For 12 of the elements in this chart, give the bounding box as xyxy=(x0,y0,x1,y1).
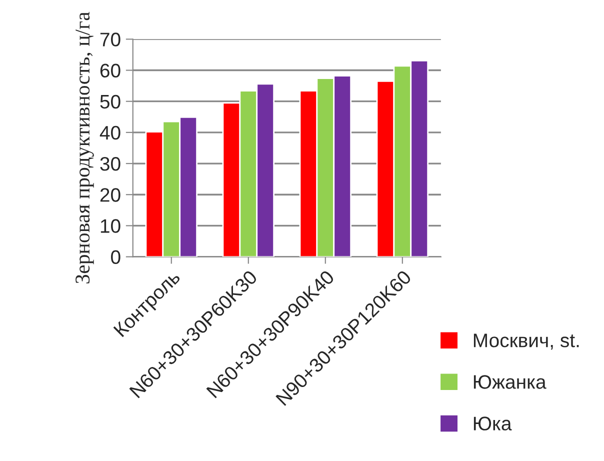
y-tick-label: 60 xyxy=(100,64,120,78)
y-tick-label: 20 xyxy=(100,188,120,202)
y-tick-label: 40 xyxy=(100,126,120,140)
y-tick-label: 30 xyxy=(100,156,120,171)
legend-label: Юка xyxy=(474,416,512,430)
y-axis-title: Зерновая продуктивность, ц/га xyxy=(76,12,94,284)
y-tick-label: 50 xyxy=(100,94,120,109)
legend-label: Москвич, st. xyxy=(474,334,579,350)
y-tick-label: 0 xyxy=(111,250,120,264)
legend-label: Южанка xyxy=(474,375,546,389)
y-tick-label: 70 xyxy=(100,32,120,46)
y-tick-label: 10 xyxy=(100,219,120,233)
